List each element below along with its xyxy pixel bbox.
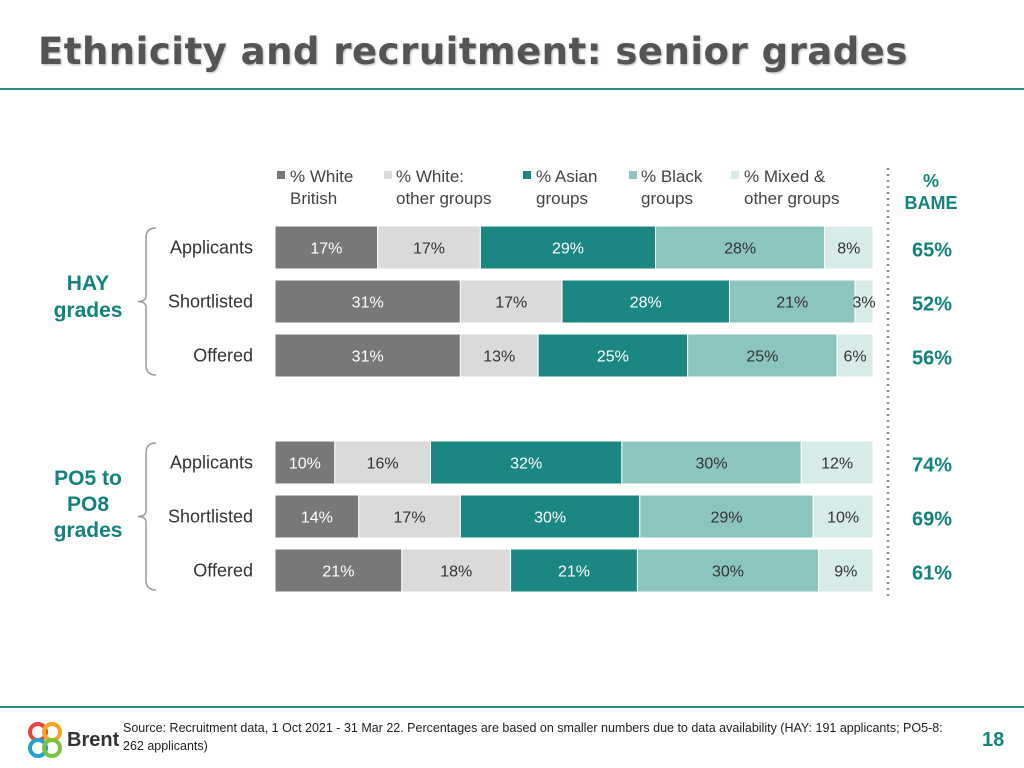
- page-title: Ethnicity and recruitment: senior grades: [38, 30, 908, 73]
- bar-value-label: 32%: [510, 456, 542, 473]
- page-number: 18: [982, 729, 1005, 751]
- bar-segment: [687, 333, 838, 378]
- bar-value-label: 10%: [289, 456, 321, 473]
- bar-segment: [274, 440, 336, 485]
- bar-segment: [358, 494, 461, 539]
- bar-value-label: 25%: [746, 349, 778, 366]
- brent-logo-icon: [28, 722, 62, 758]
- bar-segment: [639, 494, 814, 539]
- row-category-label: Applicants: [170, 453, 253, 473]
- legend-label: % White British: [290, 167, 353, 208]
- legend-swatch: [277, 171, 285, 179]
- bar-segment: [274, 548, 403, 593]
- row-category-label: Shortlisted: [168, 507, 253, 527]
- bame-value: 56%: [912, 348, 952, 370]
- bar-segment: [401, 548, 512, 593]
- bar-segment: [274, 279, 461, 324]
- bar-segment: [818, 548, 874, 593]
- legend-swatch: [629, 171, 637, 179]
- bar-value-label: 8%: [837, 241, 860, 258]
- bar-value-label: 17%: [495, 295, 527, 312]
- bar-value-label: 29%: [552, 241, 584, 258]
- legend-swatch: [523, 171, 531, 179]
- stacked-bar-chart: % White British % White: other groups % Asia…: [54, 167, 958, 596]
- bame-value: 65%: [912, 240, 952, 262]
- bar-value-label: 25%: [597, 349, 629, 366]
- bar-value-label: 28%: [630, 295, 662, 312]
- legend-label: % Black groups: [641, 167, 703, 208]
- group-bracket: [137, 442, 157, 591]
- bar-value-label: 31%: [352, 295, 384, 312]
- bar-segment: [274, 225, 379, 270]
- bar-segment: [334, 440, 431, 485]
- bar-segment: [459, 494, 641, 539]
- bar-segment: [537, 333, 689, 378]
- brent-logo: Brent: [28, 721, 124, 761]
- bar-value-label: 17%: [394, 510, 426, 527]
- bar-value-label: 21%: [322, 564, 354, 581]
- bar-value-label: 6%: [843, 349, 866, 366]
- row-category-label: Shortlisted: [168, 292, 253, 312]
- bar-segment: [836, 333, 874, 378]
- bar-value-label: 21%: [776, 295, 808, 312]
- legend-swatch: [731, 171, 739, 179]
- legend-label: % Asian groups: [536, 167, 597, 208]
- legend-label: % Mixed & other groups: [744, 167, 839, 208]
- bar-value-label: 21%: [558, 564, 590, 581]
- logo-text: Brent: [67, 729, 120, 751]
- bame-value: 61%: [912, 563, 952, 585]
- bar-value-label: 29%: [710, 510, 742, 527]
- row-category-label: Offered: [193, 561, 253, 581]
- bar-value-label: 30%: [712, 564, 744, 581]
- bar-segment: [824, 225, 874, 270]
- bar-segment: [854, 279, 874, 324]
- bar-value-label: 13%: [483, 349, 515, 366]
- row-category-label: Applicants: [170, 238, 253, 258]
- bar-value-label: 17%: [310, 241, 342, 258]
- bame-value: 52%: [912, 294, 952, 316]
- bame-value: 69%: [912, 509, 952, 531]
- bar-value-label: 31%: [352, 349, 384, 366]
- bar-segment: [429, 440, 623, 485]
- legend-swatch: [384, 171, 392, 179]
- bar-value-label: 16%: [367, 456, 399, 473]
- bar-value-label: 30%: [534, 510, 566, 527]
- bar-value-label: 12%: [821, 456, 853, 473]
- bar-segment: [459, 279, 563, 324]
- bar-segment: [274, 494, 360, 539]
- bar-value-label: 18%: [440, 564, 472, 581]
- bar-value-label: 3%: [852, 295, 875, 312]
- bar-value-label: 9%: [834, 564, 857, 581]
- title-divider: [0, 88, 1024, 90]
- legend-label: % White: other groups: [396, 167, 491, 208]
- group-bracket: [137, 227, 157, 376]
- bar-value-label: 17%: [413, 241, 445, 258]
- bame-header: % BAME: [905, 171, 958, 213]
- bar-value-label: 28%: [724, 241, 756, 258]
- footer-divider: [0, 706, 1024, 708]
- source-note: Source: Recruitment data, 1 Oct 2021 - 3…: [123, 721, 943, 753]
- bar-segment: [655, 225, 826, 270]
- bar-segment: [479, 225, 657, 270]
- bar-value-label: 10%: [827, 510, 859, 527]
- group-label: HAY grades: [54, 272, 123, 322]
- bar-segment: [800, 440, 874, 485]
- bar-segment: [812, 494, 874, 539]
- bar-segment: [459, 333, 539, 378]
- bar-segment: [561, 279, 730, 324]
- bar-segment: [274, 333, 461, 378]
- group-label: PO5 to PO8 grades: [54, 467, 123, 542]
- bame-value: 74%: [912, 455, 952, 477]
- row-category-label: Offered: [193, 346, 253, 366]
- bar-value-label: 30%: [696, 456, 728, 473]
- bar-segment: [728, 279, 856, 324]
- bar-value-label: 14%: [301, 510, 333, 527]
